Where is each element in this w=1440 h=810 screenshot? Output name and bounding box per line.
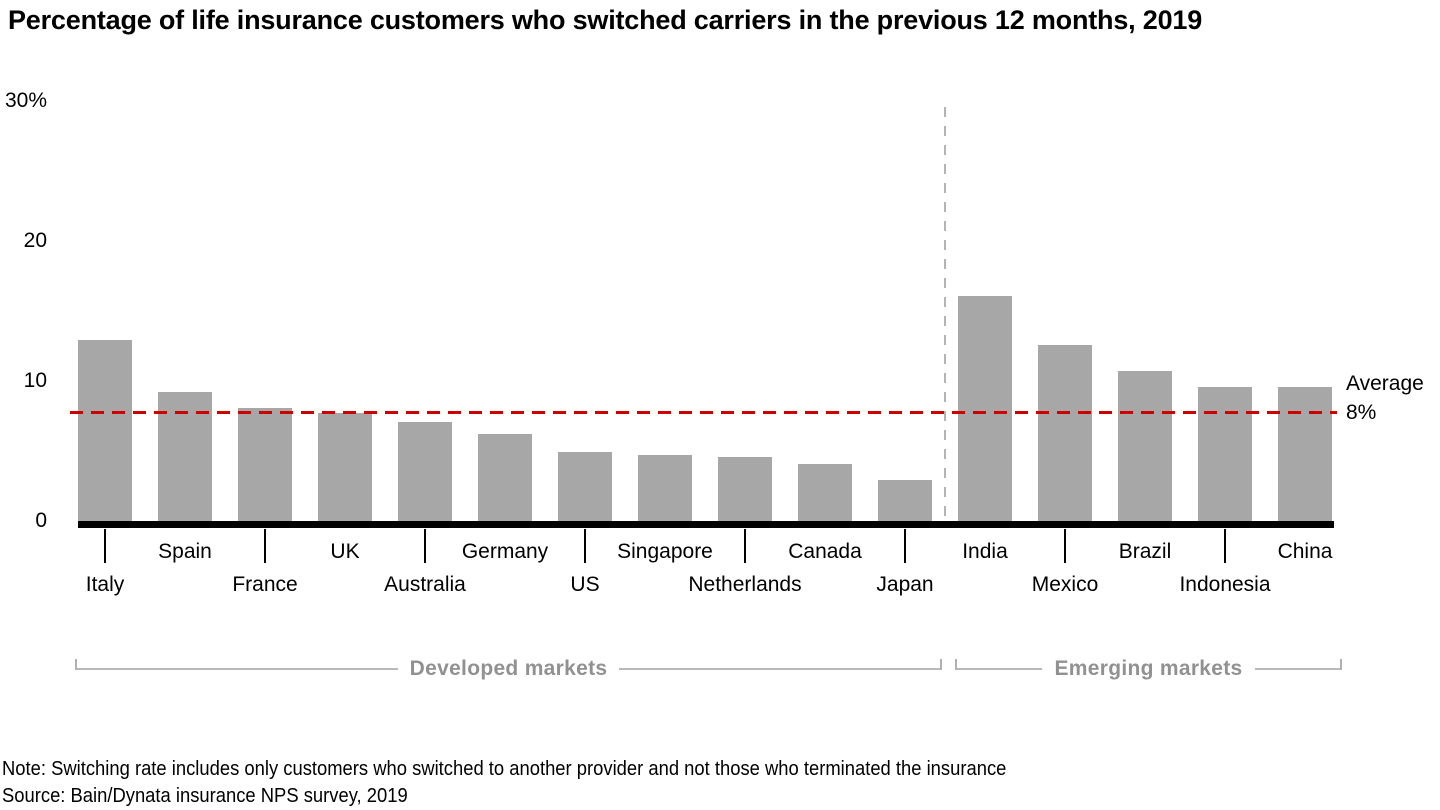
x-axis-tick (424, 529, 426, 563)
x-axis-label-uk: UK (330, 540, 360, 563)
bar-india (958, 296, 1012, 521)
x-axis-label-germany: Germany (461, 540, 549, 563)
x-axis-tick (264, 529, 266, 563)
group-label: Emerging markets (1054, 657, 1243, 680)
y-axis-label: 30% (4, 89, 47, 112)
x-axis-label-italy: Italy (85, 573, 125, 596)
bar-us (558, 452, 612, 521)
bracket-line (957, 668, 1043, 670)
average-line (70, 411, 1337, 414)
x-axis-label-canada: Canada (788, 540, 862, 563)
x-axis-tick (1224, 529, 1226, 563)
bar-japan (878, 480, 932, 521)
x-axis-label-france: France (232, 573, 298, 596)
bar-australia (398, 422, 452, 521)
x-axis-tick (1064, 529, 1066, 563)
bracket-line (77, 668, 398, 670)
average-line-label: Average 8% (1346, 369, 1424, 427)
chart-note: Note: Switching rate includes only custo… (2, 758, 1007, 780)
y-axis-label: 10 (23, 369, 47, 392)
bar-germany (478, 434, 532, 521)
x-axis-label-brazil: Brazil (1118, 540, 1172, 563)
x-axis-label-japan: Japan (876, 573, 934, 596)
bracket-line (1254, 668, 1341, 670)
bar-france (238, 408, 292, 521)
x-axis-tick (584, 529, 586, 563)
group-bracket: Developed markets (75, 657, 943, 680)
bar-china (1278, 387, 1332, 521)
x-axis-label-us: US (570, 573, 600, 596)
bar-canada (798, 464, 852, 521)
bracket-line (619, 668, 941, 670)
x-axis-label-china: China (1277, 540, 1333, 563)
x-axis-tick (104, 529, 106, 563)
y-axis-label: 20 (23, 229, 47, 252)
bracket-end-cap (940, 659, 943, 670)
bar-netherlands (718, 457, 772, 521)
group-separator-line (944, 107, 946, 521)
x-axis-label-india: India (962, 540, 1008, 563)
bar-brazil (1118, 371, 1172, 521)
group-label: Developed markets (409, 657, 608, 680)
average-line-label-text: Average (1346, 372, 1424, 395)
x-axis-label-australia: Australia (384, 573, 466, 596)
x-axis-tick (744, 529, 746, 563)
bar-uk (318, 413, 372, 521)
x-axis-label-spain: Spain (158, 540, 212, 563)
bracket-end-cap (1340, 659, 1343, 670)
bar-singapore (638, 455, 692, 521)
bracket-end-cap (75, 659, 77, 670)
x-axis-line (78, 521, 1334, 528)
average-line-value: 8% (1346, 401, 1377, 424)
x-axis-label-mexico: Mexico (1031, 573, 1099, 596)
bar-indonesia (1198, 387, 1252, 521)
x-axis-label-singapore: Singapore (617, 540, 713, 563)
bar-mexico (1038, 345, 1092, 521)
x-axis-label-netherlands: Netherlands (688, 573, 802, 596)
x-axis-label-indonesia: Indonesia (1179, 573, 1271, 596)
y-axis-label: 0 (35, 509, 47, 532)
x-axis-tick (904, 529, 906, 563)
bar-italy (78, 340, 132, 521)
bracket-end-cap (955, 659, 957, 670)
chart-title: Percentage of life insurance customers w… (8, 5, 1203, 35)
chart-source: Source: Bain/Dynata insurance NPS survey… (2, 785, 408, 807)
group-bracket: Emerging markets (955, 657, 1343, 680)
